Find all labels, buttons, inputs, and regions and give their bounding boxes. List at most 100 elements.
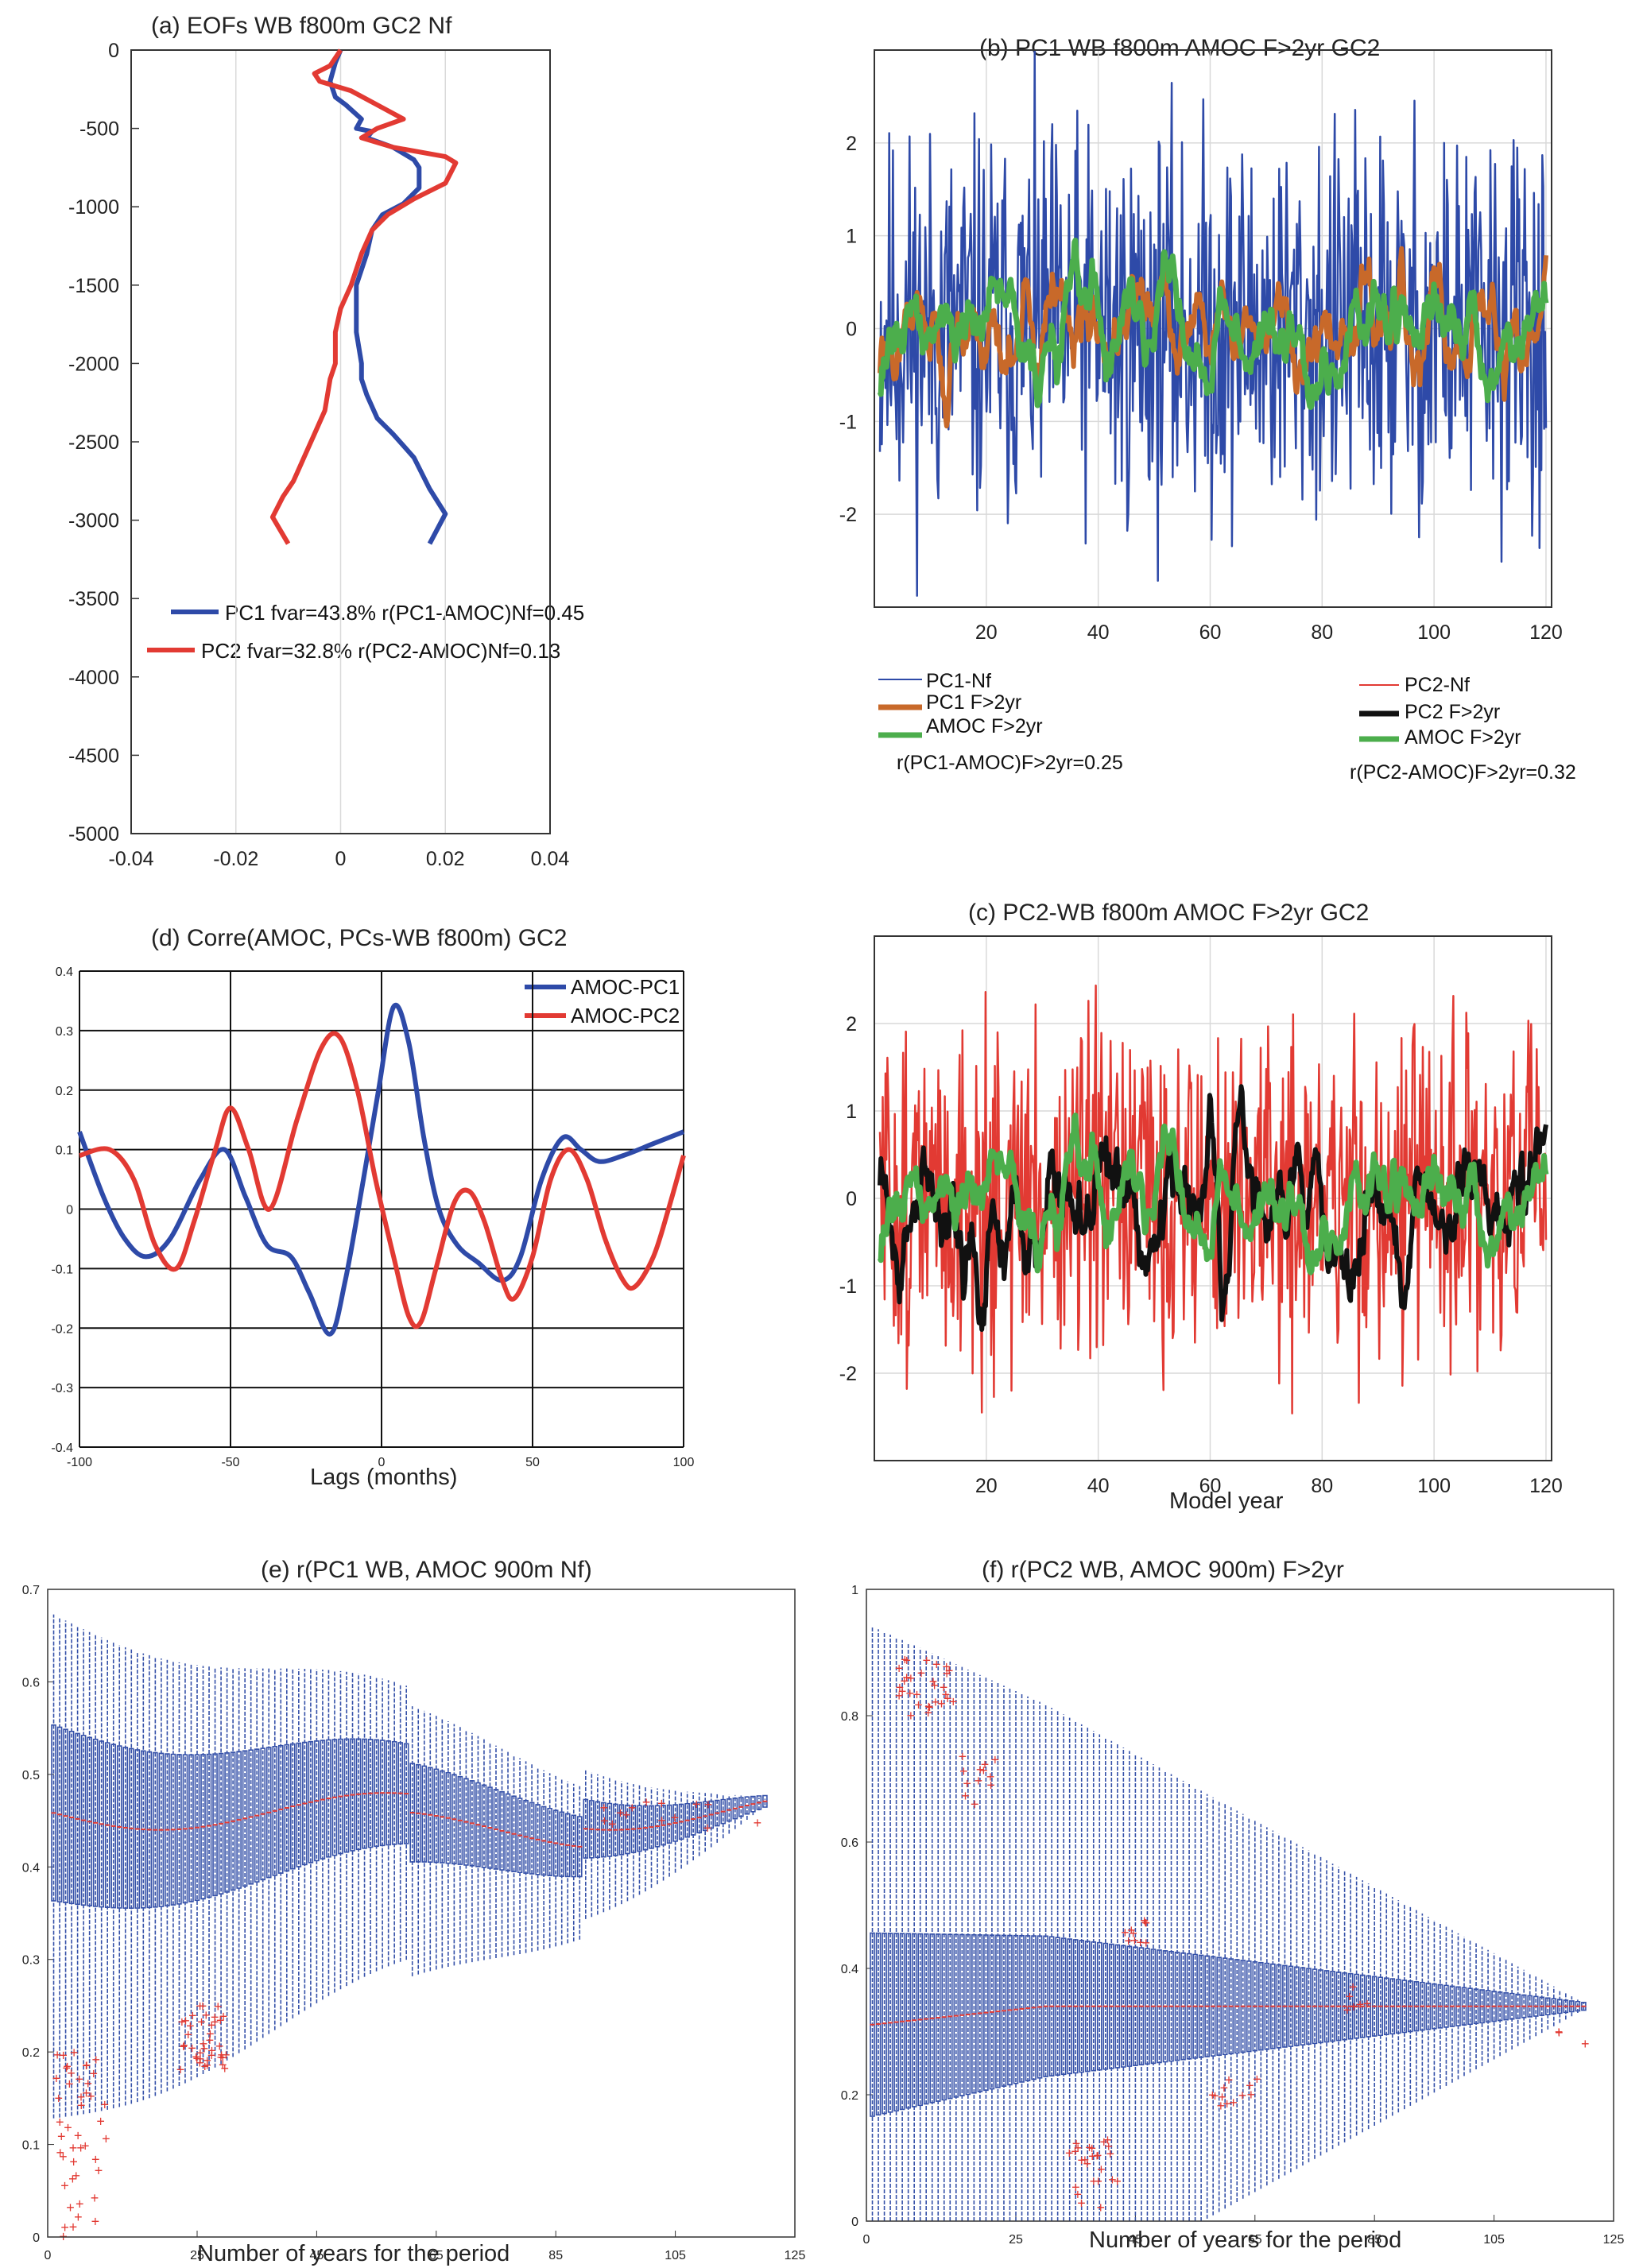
legend-pc2-nf: PC2-Nf [1405, 674, 1470, 696]
panel-e-outlier: + [704, 1797, 713, 1813]
panel-f-frame [866, 1589, 1614, 2222]
panel-e-outlier: + [83, 2076, 92, 2092]
panel-f-xtick: 105 [1483, 2233, 1505, 2247]
panel-e-outlier: + [188, 2007, 197, 2023]
panel-c-line-2 [877, 1113, 1549, 1275]
panel-f-xtick: 65 [1248, 2233, 1262, 2247]
panel-e-outlier: + [91, 2190, 99, 2206]
panel-e-frame [47, 1589, 796, 2238]
panel-f-outlier: + [907, 1670, 916, 1686]
panel-f-outlier: + [981, 1757, 990, 1773]
panel-f-outlier: + [1088, 2148, 1097, 2164]
panel-b-plot [877, 50, 1549, 597]
panel-e-outlier: + [188, 2040, 196, 2056]
panel-e-outlier: + [179, 2039, 188, 2055]
panel-e-outlier: + [219, 2049, 227, 2065]
panel-c-xtick: 120 [1529, 1475, 1563, 1497]
panel-d-legend: AMOC-PC1 AMOC-PC2 [525, 975, 680, 1028]
legend-pc2: PC2 fvar=32.8% r(PC2-AMOC)Nf=0.13 [201, 639, 560, 663]
panel-f-outlier: + [1097, 2162, 1106, 2177]
panel-f-outlier: + [975, 1773, 983, 1789]
panel-e-outlier: + [196, 2045, 205, 2061]
panel-c-axes: 20 40 60 80 100 120 2 1 0 -1 -2 [839, 935, 1563, 1497]
panel-f-outlier: + [1581, 2036, 1590, 2052]
panel-d-ytick: -0.1 [51, 1263, 73, 1276]
panel-c-xtick: 60 [1199, 1475, 1222, 1497]
panel-b-frame [874, 49, 1552, 608]
panel-f-outlier: + [986, 1769, 995, 1785]
panel-e-outlier: + [70, 2045, 79, 2061]
panel-f-outlier: + [1345, 1988, 1354, 2004]
panel-f-outlier: + [943, 1658, 951, 1674]
panel-a-xtick: -0.02 [213, 848, 258, 870]
panel-f-outlier: + [1253, 2071, 1261, 2087]
panel-c-xtick: 80 [1311, 1475, 1333, 1497]
panel-b-ytick: 2 [846, 133, 857, 155]
panel-f-outlier: + [895, 1661, 904, 1677]
panel-e-outlier: + [203, 2053, 211, 2069]
panel-e-outlier: + [200, 2036, 208, 2052]
panel-f-outlier: + [1350, 1999, 1358, 2015]
panel-e-outlier: + [214, 1999, 223, 2014]
panel-f-outlier: + [940, 1680, 948, 1696]
panel-f-outlier: + [905, 1686, 914, 1701]
legend-pc2-f2yr: PC2 F>2yr [1405, 701, 1500, 723]
panel-e-outlier: + [622, 1807, 631, 1823]
panel-e-outlier: + [96, 2113, 105, 2129]
panel-e-outlier: + [703, 1821, 712, 1836]
panel-e-outlier: + [692, 1797, 701, 1813]
panel-e-outlier: + [201, 2059, 210, 2075]
panel-c-title: (c) PC2-WB f800m AMOC F>2yr GC2 [968, 900, 1369, 926]
panel-f-outlier: + [1211, 2088, 1219, 2104]
panel-f-outlier: + [1100, 2134, 1109, 2150]
panel-f-outlier: + [945, 1662, 954, 1678]
panel-e-outlier: + [206, 2033, 215, 2049]
panel-b-xtick: 80 [1311, 621, 1333, 644]
panel-d-ytick: -0.3 [51, 1382, 73, 1395]
panel-f-outlier: + [925, 1699, 934, 1715]
panel-e-xlabel: Number of years for the period [197, 2241, 510, 2266]
panel-a-ytick: -500 [79, 118, 119, 141]
panel-f-outlier: + [959, 1763, 968, 1779]
panel-f-outlier: + [930, 1678, 939, 1693]
panel-e-outlier: + [671, 1810, 680, 1826]
panel-f-outlier: + [923, 1653, 932, 1669]
panel-e-outlier: + [193, 2050, 202, 2066]
panel-f-outlier: + [991, 1751, 1000, 1767]
panel-d-title: (d) Corre(AMOC, PCs-WB f800m) GC2 [151, 925, 567, 951]
panel-e-outlier: + [77, 2097, 86, 2113]
panel-f-outlier: + [929, 1674, 938, 1689]
panel-f-outlier: + [1140, 1913, 1149, 1929]
panel-b-line-1 [878, 246, 1548, 429]
panel-e-outlier: + [657, 1813, 666, 1829]
panel-e-outlier: + [60, 2177, 69, 2193]
panel-e-outlier: + [63, 2059, 72, 2075]
panel-f-outlier: + [1356, 1996, 1365, 2012]
panel-e-outlier: + [77, 2089, 86, 2105]
panel-d-ytick: -0.4 [51, 1442, 73, 1455]
panel-f-outlier: + [1124, 1933, 1133, 1949]
panel-e-outlier: + [53, 2047, 62, 2063]
panel-e-outlier: + [74, 2209, 83, 2225]
panel-f-outlier: + [1136, 1935, 1145, 1951]
panel-e-outlier: + [217, 2047, 226, 2063]
panel-f-outlier: + [902, 1653, 911, 1669]
panel-f-outlier: + [1142, 1915, 1151, 1931]
panel-f-outlier: + [907, 1708, 916, 1724]
panel-d-xtick: 0 [378, 1456, 386, 1469]
panel-f-xtick: 45 [1129, 2233, 1143, 2247]
panel-e-outlier: + [81, 2138, 90, 2154]
panel-e-outlier: + [56, 2145, 65, 2161]
panel-d-xtick: 100 [673, 1456, 695, 1469]
panel-e-ytick: 0.5 [22, 1769, 40, 1782]
panel-e-outlier: + [197, 2014, 206, 2030]
panel-f-outlier: + [1094, 2148, 1102, 2164]
panel-f-outlier: + [1349, 1980, 1358, 1995]
panel-b-ytick: 0 [846, 319, 857, 341]
legend-pc1-f2yr: PC1 F>2yr [926, 691, 1021, 714]
panel-e-outlier: + [64, 2119, 72, 2135]
panel-e-outlier: + [600, 1813, 609, 1829]
panel-f-outlier: + [896, 1680, 905, 1696]
panel-e-outlier: + [82, 2057, 91, 2073]
panel-e-outlier: + [91, 2213, 100, 2229]
